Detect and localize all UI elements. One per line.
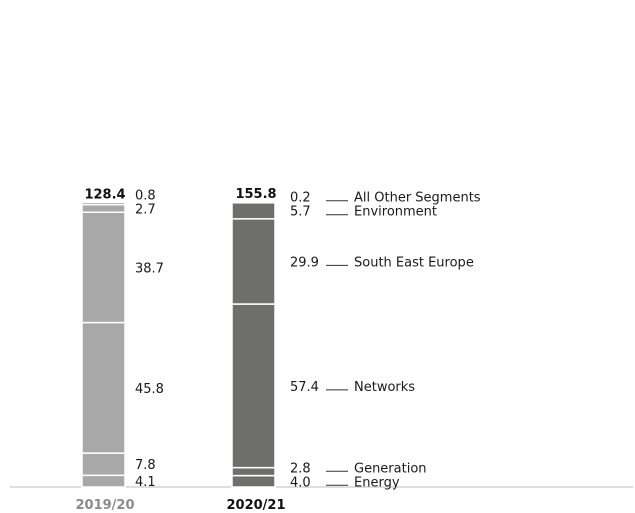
bar-segment-2020-21-networks <box>231 303 276 469</box>
value-label-2019-20-south-east-europe: 38.7 <box>135 261 164 276</box>
bar-segment-2020-21-all-other-segments <box>231 201 276 204</box>
value-label-2020-21-south-east-europe: 29.9 <box>290 255 319 270</box>
bar-segment-2019-20-networks <box>81 321 126 454</box>
legend-label-generation: Generation <box>354 461 427 476</box>
bar-segment-2020-21-energy <box>231 474 276 488</box>
value-label-2020-21-generation: 2.8 <box>290 461 311 476</box>
bars-group <box>81 201 276 488</box>
total-label-2020-21: 155.8 <box>235 187 276 202</box>
legend-label-networks: Networks <box>354 380 415 395</box>
category-label-2020-21: 2020/21 <box>226 498 285 513</box>
bar-segment-2020-21-south-east-europe <box>231 218 276 305</box>
legend-label-all-other-segments: All Other Segments <box>354 191 481 206</box>
value-label-2019-20-generation: 7.8 <box>135 458 156 473</box>
legend-label-south-east-europe: South East Europe <box>354 255 474 270</box>
bar-segment-2019-20-south-east-europe <box>81 211 126 324</box>
category-label-2019-20: 2019/20 <box>75 498 134 513</box>
value-label-2020-21-environment: 5.7 <box>290 205 311 220</box>
bar-segment-2019-20-all-other-segments <box>81 201 126 206</box>
value-label-2019-20-networks: 45.8 <box>135 382 164 397</box>
value-label-2020-21-networks: 57.4 <box>290 380 319 395</box>
legend-label-energy: Energy <box>354 475 400 490</box>
value-label-2019-20-energy: 4.1 <box>135 475 156 490</box>
value-label-2019-20-all-other-segments: 0.8 <box>135 188 156 203</box>
bar-segment-2019-20-energy <box>81 474 126 488</box>
value-label-2019-20-environment: 2.7 <box>135 202 156 217</box>
value-label-2020-21-all-other-segments: 0.2 <box>290 191 311 206</box>
bar-segment-2020-21-generation <box>231 466 276 477</box>
bar-segment-2020-21-environment <box>231 201 276 220</box>
total-label-2019-20: 128.4 <box>84 187 125 202</box>
labels-group: 4.1 7.8 45.8 38.7 2.70.8 128.4 2019/20 4.0 Energ… <box>75 187 480 513</box>
value-label-2020-21-energy: 4.0 <box>290 475 311 490</box>
bar-segment-2019-20-generation <box>81 452 126 477</box>
legend-label-environment: Environment <box>354 205 437 220</box>
bar-segment-2019-20-environment <box>81 203 126 214</box>
